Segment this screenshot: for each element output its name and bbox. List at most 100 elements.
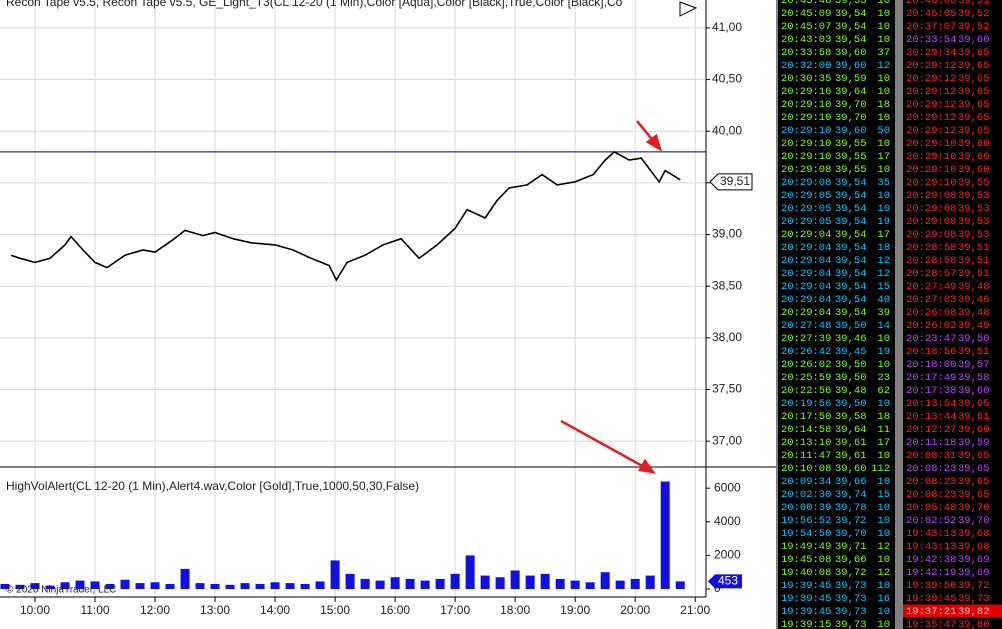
tape-price: 39,65	[958, 489, 990, 501]
tape-time: 19:39:15	[781, 619, 831, 629]
tape-time: 20:29:04	[781, 281, 831, 293]
tape-time: 20:29:12	[906, 99, 956, 111]
tape-time: 20:29:08	[906, 190, 956, 202]
volume-bar	[360, 578, 370, 590]
tape-price: 39,73	[958, 593, 990, 605]
tape-price: 39,50	[835, 359, 867, 371]
volume-bar	[75, 580, 85, 590]
tape-time: 20:14:58	[781, 424, 831, 436]
tape-price: 39,53	[958, 203, 990, 215]
tape-size: 10	[877, 554, 890, 566]
tape-size: 10	[877, 34, 890, 46]
volume-bar	[180, 568, 190, 590]
tape-size: 17	[877, 229, 890, 241]
tape-price: 39,73	[835, 580, 867, 592]
volume-bar	[210, 583, 220, 590]
y-tick-label: 37,50	[712, 382, 742, 396]
tape-price: 39,58	[835, 411, 867, 423]
scroll-icon[interactable]	[679, 1, 698, 17]
y-tick-label: 38,00	[712, 330, 742, 344]
tape-price: 39,54	[835, 307, 867, 319]
tape-time: 20:26:02	[906, 320, 956, 332]
tape-time: 20:17:49	[906, 372, 956, 384]
tape-price: 39,65	[958, 47, 990, 59]
volume-bar	[375, 580, 385, 590]
x-tick-label: 10:00	[20, 603, 50, 617]
tape-price: 39,65	[958, 125, 990, 137]
tape-price: 39,61	[835, 450, 867, 462]
tape-size: 12	[877, 567, 890, 579]
y-tick-label: 6000	[714, 480, 741, 494]
tape-size: 10	[877, 164, 890, 176]
tape-price: 39,54	[835, 242, 867, 254]
tape-price: 39,65	[958, 60, 990, 72]
tape-time: 20:29:05	[781, 190, 831, 202]
tape-time: 20:29:10	[781, 151, 831, 163]
tape-price: 39,60	[835, 463, 867, 475]
tape-price: 39,59	[835, 73, 867, 85]
tape-time: 20:27:48	[781, 320, 831, 332]
tape-price: 39,68	[958, 541, 990, 553]
grid-layer: 10:00 11:00 12:00 13:00 14:00 15:00 16:00 17:00…	[0, 0, 742, 617]
tape-price: 39,60	[835, 47, 867, 59]
tape-time: 20:29:05	[781, 203, 831, 215]
tape-time: 19:39:45	[906, 593, 956, 605]
tape-price: 39,65	[958, 73, 990, 85]
tape-price: 39,60	[958, 164, 990, 176]
tape-price: 39,70	[958, 502, 990, 514]
tape-left-bg	[778, 0, 895, 629]
tape-size: 10	[877, 333, 890, 345]
x-tick-label: 12:00	[140, 603, 170, 617]
tape-price: 39,65	[958, 86, 990, 98]
tape-time: 20:11:18	[906, 437, 956, 449]
tape-size: 12	[877, 255, 890, 267]
tape-time: 19:37:21	[906, 606, 956, 618]
tape-size: 14	[877, 320, 890, 332]
tape-size: 10	[877, 190, 890, 202]
tape-price: 39,54	[835, 203, 867, 215]
y-tick-label: 4000	[714, 514, 741, 528]
tape-time: 20:08:23	[906, 489, 956, 501]
volume-bar	[60, 582, 70, 590]
tape-time: 20:29:05	[781, 216, 831, 228]
tape-price: 39,80	[958, 619, 990, 629]
tape-size: 10	[877, 528, 890, 540]
volume-bar	[225, 584, 235, 590]
tape-time: 19:43:13	[906, 541, 956, 553]
tape-price: 39,49	[958, 320, 990, 332]
tape-time: 20:17:50	[781, 411, 831, 423]
volume-bar	[345, 573, 355, 590]
tape-price: 39,61	[958, 411, 990, 423]
tape-price: 39,66	[835, 554, 867, 566]
tape-price: 39,55	[835, 138, 867, 150]
tape-highlight	[903, 604, 1002, 618]
tape-time: 20:29:04	[781, 307, 831, 319]
x-tick-label: 17:00	[440, 603, 470, 617]
tape-size: 19	[877, 216, 890, 228]
tape-size: 10	[877, 359, 890, 371]
tape-size: 10	[877, 580, 890, 592]
tape-price: 39,55	[835, 164, 867, 176]
tape-price: 39,65	[958, 450, 990, 462]
tape-time: 19:42:38	[906, 554, 956, 566]
volume-bar	[0, 583, 10, 590]
x-tick-label: 14:00	[260, 603, 290, 617]
tape-time: 19:42:19	[906, 567, 956, 579]
tape-time: 20:10:08	[781, 463, 831, 475]
tape-price: 39,54	[835, 190, 867, 202]
volume-bar	[630, 578, 640, 590]
tape-size: 62	[877, 385, 890, 397]
volume-bar	[315, 581, 325, 590]
volume-bar	[90, 581, 100, 590]
tape-time: 20:13:10	[781, 437, 831, 449]
tape-time: 20:43:03	[781, 34, 831, 46]
tape-price: 39,64	[835, 424, 867, 436]
volume-bar	[30, 583, 40, 590]
tape-time: 20:29:04	[781, 242, 831, 254]
copyright: © 2020 NinjaTrader, LLC	[6, 585, 116, 596]
tape-time: 20:09:34	[781, 476, 831, 488]
x-tick-label: 13:00	[200, 603, 230, 617]
tape-price: 39,61	[835, 437, 867, 449]
tape-time: 20:29:34	[906, 47, 956, 59]
tape-time: 20:26:02	[781, 359, 831, 371]
